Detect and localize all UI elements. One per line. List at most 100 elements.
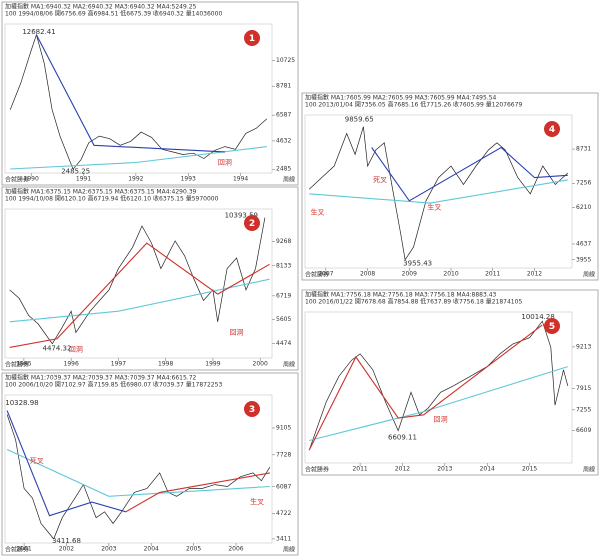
- y-tick-label: 6609: [576, 427, 591, 434]
- x-tick-label: 2000: [253, 361, 268, 368]
- annotation: 回洞: [69, 344, 83, 353]
- x-tick-label: 2010: [443, 271, 458, 278]
- y-tick-label: 6587: [276, 112, 291, 119]
- annotation: 10328.98: [5, 399, 38, 407]
- annotation: 回洞: [434, 415, 448, 424]
- x-tick-label: 2008: [360, 271, 375, 278]
- panel: [1, 372, 299, 556]
- x-tick-label: 2009: [402, 271, 417, 278]
- x-tick-label: 2003: [101, 546, 116, 553]
- x-tick-label: 1993: [181, 176, 196, 183]
- plot-area: [304, 114, 573, 269]
- plot-area: [4, 394, 273, 544]
- annotation: 4474.32: [43, 344, 72, 352]
- series-line: [35, 34, 225, 153]
- y-tick-label: 8781: [276, 83, 291, 90]
- badge: [544, 318, 560, 334]
- header-line: 100 2016/01/22 開7678.68 高7854.88 低7637.8…: [305, 298, 522, 306]
- series-line: [309, 179, 568, 204]
- x-tick-label: 2012: [395, 466, 410, 473]
- badge-label: 1: [249, 34, 255, 44]
- x-tick-label: 2015: [522, 466, 537, 473]
- y-tick-label: 8133: [276, 262, 291, 269]
- header-line: 100 2006/10/20 開7102.97 高7159.85 低6980.0…: [5, 381, 222, 389]
- y-tick-label: 4632: [276, 137, 291, 144]
- badge: [544, 121, 560, 137]
- y-tick-label: 10725: [276, 57, 295, 64]
- x-tick-label: 2014: [480, 466, 495, 473]
- annotation: 死叉: [30, 457, 44, 465]
- x-tick-label: 2011: [485, 271, 500, 278]
- y-tick-label: 7256: [576, 180, 591, 187]
- y-tick-label: 3955: [576, 256, 591, 263]
- footer-right: 周線: [283, 546, 295, 554]
- x-tick-label: 2001: [16, 546, 31, 553]
- series-line: [371, 146, 568, 202]
- y-tick-label: 4722: [276, 510, 291, 517]
- y-tick-label: 7915: [576, 385, 591, 392]
- annotation: 10014.28: [521, 313, 554, 321]
- annotation: 10393.59: [225, 211, 258, 219]
- series-line: [125, 472, 270, 513]
- x-tick-label: 1994: [233, 176, 248, 183]
- y-tick-label: 8731: [576, 146, 591, 153]
- y-tick-label: 5605: [276, 316, 291, 323]
- series-line: [308, 324, 543, 451]
- header-line: 100 1994/10/08 開6120.10 高6719.94 低6120.1…: [5, 195, 219, 203]
- y-tick-label: 7728: [276, 451, 291, 458]
- series-line: [9, 242, 270, 348]
- series-line: [6, 414, 271, 540]
- header-line: 加權指數 MA1:7605.99 MA2:7605.99 MA3:7605.99…: [305, 94, 497, 102]
- x-tick-label: 2011: [352, 466, 367, 473]
- footer-left: 合就勝券: [5, 361, 29, 369]
- x-tick-label: 2012: [527, 271, 542, 278]
- y-tick-label: 3411: [276, 535, 291, 542]
- x-tick-label: 1996: [64, 361, 79, 368]
- footer-left: 合就勝券: [5, 546, 29, 554]
- x-tick-label: 1990: [24, 176, 39, 183]
- x-tick-label: 1991: [76, 176, 91, 183]
- x-tick-label: 2007: [318, 271, 333, 278]
- plot-area: [304, 311, 573, 464]
- annotation: 12682.41: [22, 28, 55, 36]
- badge-label: 2: [249, 219, 255, 229]
- y-tick-label: 6210: [576, 204, 591, 211]
- y-tick-label: 9268: [276, 238, 291, 245]
- footer-right: 周線: [583, 466, 595, 474]
- x-tick-label: 2002: [59, 546, 74, 553]
- badge-label: 4: [549, 125, 555, 135]
- y-tick-label: 9213: [576, 343, 591, 350]
- annotation: 3411.68: [52, 537, 81, 545]
- annotation: 9859.65: [345, 116, 374, 124]
- footer-right: 周線: [283, 361, 295, 369]
- footer-right: 周線: [583, 271, 595, 279]
- x-tick-label: 1998: [158, 361, 173, 368]
- annotation: 生叉: [427, 203, 441, 212]
- y-tick-label: 6087: [276, 483, 291, 490]
- x-tick-label: 1997: [111, 361, 126, 368]
- annotation: 2485.25: [61, 168, 90, 176]
- header-line: 100 1994/08/06 開6756.69 高6984.51 低6675.3…: [5, 10, 222, 18]
- badge: [244, 215, 260, 231]
- badge-label: 3: [249, 405, 255, 415]
- series-line: [308, 126, 569, 261]
- footer-left: 合就勝券: [305, 466, 329, 474]
- plot-area: [4, 23, 273, 174]
- header-line: 加權指數 MA1:6940.32 MA2:6940.32 MA3:6940.32…: [5, 3, 197, 11]
- footer-left: 合就勝券: [5, 176, 29, 184]
- series-line: [9, 33, 268, 170]
- badge: [244, 30, 260, 46]
- y-tick-label: 2485: [276, 166, 291, 173]
- x-tick-label: 2006: [228, 546, 243, 553]
- annotation: 生叉: [250, 497, 264, 506]
- annotation: 回洞: [218, 157, 232, 166]
- annotation: 死叉: [373, 176, 387, 184]
- series-line: [9, 278, 270, 323]
- series-line: [309, 366, 568, 442]
- annotation: 生叉: [311, 207, 325, 216]
- x-tick-label: 1992: [128, 176, 143, 183]
- header-line: 100 2013/01/04 開7356.05 高7685.16 低7715.2…: [305, 101, 522, 109]
- header-line: 加權指數 MA1:7039.37 MA2:7039.37 MA3:7039.37…: [5, 374, 197, 382]
- x-tick-label: 2013: [437, 466, 452, 473]
